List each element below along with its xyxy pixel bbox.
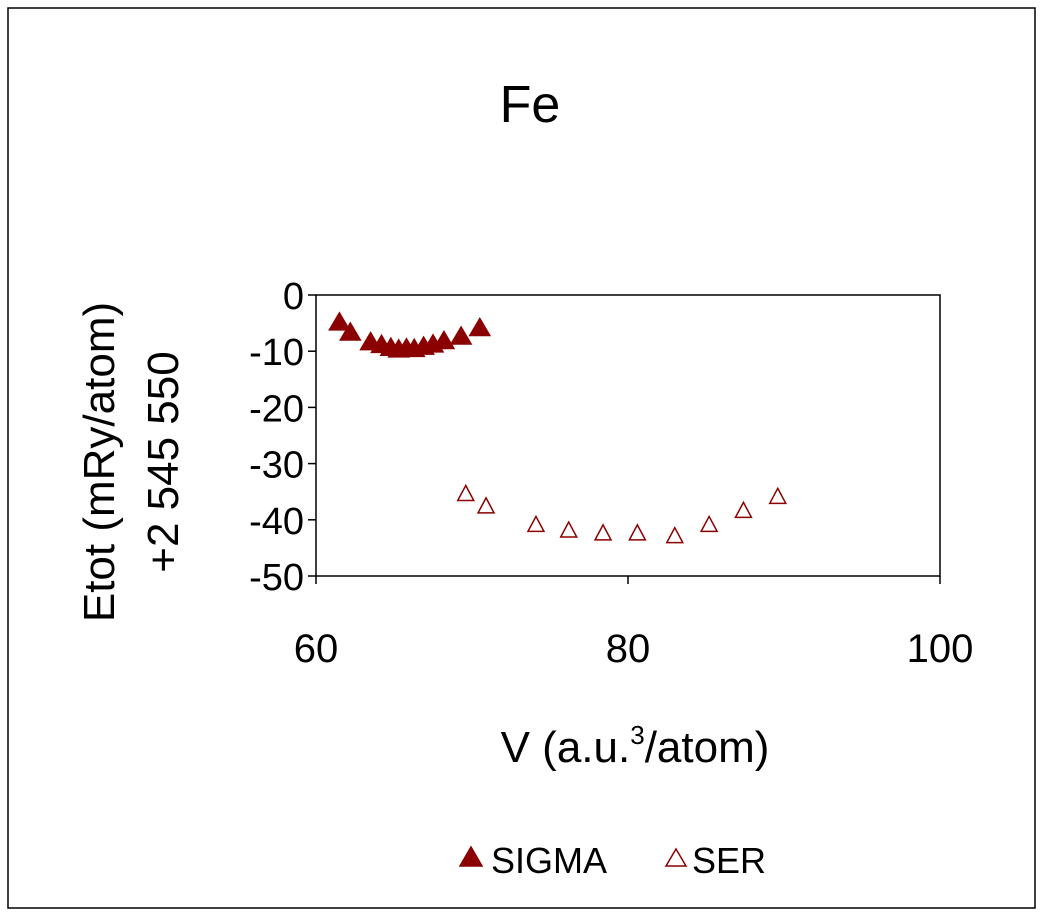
legend-ser-marker [664,847,688,867]
ser-point [734,500,753,519]
x-axis-label-sup: 3 [630,720,644,750]
plot-area: 0 -10 -20 -30 -40 -50 60 80 100 [249,276,973,671]
y-axis-label-line2: +2 545 550 [139,351,188,572]
ser-point [456,483,476,502]
sigma-point [328,311,351,331]
sigma-point [468,317,492,337]
x-axis-label: V (a.u.3/atom) [501,720,770,772]
x-axis-label-main: V (a.u. [501,723,631,772]
legend: SIGMA SER [458,840,766,881]
x-tick-label: 60 [294,627,339,671]
ser-point [699,514,719,533]
ser-point [665,526,685,544]
y-axis-label-group: Etot (mRy/atom) +2 545 550 [75,302,188,622]
legend-sigma-label: SIGMA [491,840,607,881]
legend-ser-label: SER [692,840,766,881]
ser-point [593,523,613,541]
y-tick-label: -20 [249,388,304,430]
y-tick-label: 0 [283,276,304,318]
ser-point [628,523,647,541]
legend-sigma-marker [458,845,484,867]
chart-frame [7,7,1036,909]
y-axis-label-line1: Etot (mRy/atom) [75,302,124,622]
ser-point [476,496,496,514]
x-tick-label: 100 [907,627,974,671]
sigma-point [339,321,362,341]
sigma-point [432,329,456,350]
y-tick-label: -40 [249,501,304,543]
ser-point [559,520,578,538]
x-tick-label: 80 [606,627,651,671]
y-tick-label: -50 [249,557,304,599]
y-tick-label: -10 [249,332,304,374]
ser-point [768,486,788,505]
chart-title: Fe [500,76,561,134]
y-tick-label: -30 [249,445,304,487]
x-axis-label-tail: /atom) [645,723,770,772]
sigma-point [449,325,473,345]
ser-point [526,514,546,533]
